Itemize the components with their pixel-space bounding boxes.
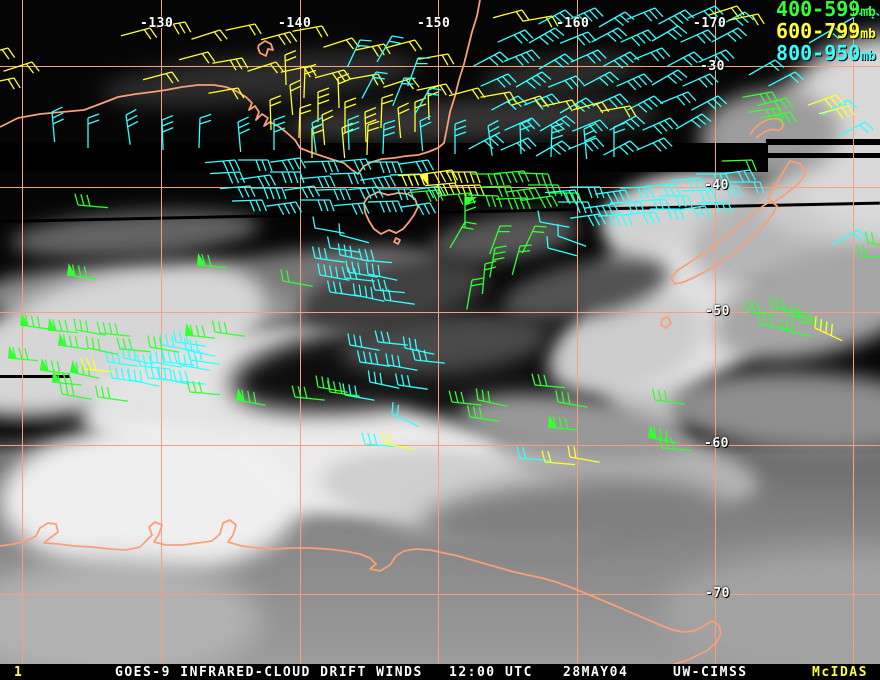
longitude-gridline (853, 0, 854, 664)
legend-row-mid: 600-799mb (776, 19, 876, 44)
coordinate-label: -40 (704, 178, 729, 193)
longitude-gridline (300, 0, 301, 664)
latitude-gridline (0, 312, 880, 313)
pressure-level-legend: 400-599mb 600-799mb 800-950mb (776, 0, 876, 66)
legend-unit: mb (860, 27, 876, 42)
coordinate-label: -30 (700, 59, 725, 74)
scan-gap-band (766, 139, 880, 145)
status-bar: 1 GOES-9 INFRARED-CLOUD DRIFT WINDS 12:0… (0, 664, 880, 680)
legend-row-low: 800-950mb (776, 41, 876, 66)
coordinate-label: -140 (278, 16, 312, 31)
scan-gap-line (0, 375, 70, 378)
frame-number: 1 (14, 665, 24, 680)
coordinate-label: -60 (704, 436, 729, 451)
longitude-gridline (438, 0, 439, 664)
legend-range: 400-599 (776, 0, 861, 21)
longitude-gridline (577, 0, 578, 664)
legend-unit: mb (860, 5, 876, 20)
scan-gap-band (766, 153, 880, 158)
coordinate-label: -150 (417, 16, 451, 31)
image-date: 28MAY04 (563, 665, 629, 680)
product-title: GOES-9 INFRARED-CLOUD DRIFT WINDS (115, 665, 423, 680)
latitude-gridline (0, 445, 880, 446)
coordinate-label: -130 (140, 16, 174, 31)
coordinate-label: -50 (705, 304, 730, 319)
coordinate-label: -170 (693, 16, 727, 31)
longitude-gridline (161, 0, 162, 664)
image-time: 12:00 UTC (449, 665, 533, 680)
longitude-gridline (715, 0, 716, 664)
mcidas-brand: McIDAS (812, 665, 868, 680)
data-source: UW-CIMSS (673, 665, 748, 680)
longitude-gridline (22, 0, 23, 664)
legend-unit: mb (860, 49, 876, 64)
legend-range: 600-799 (776, 19, 861, 43)
legend-range: 800-950 (776, 41, 861, 65)
coordinate-label: -160 (556, 16, 590, 31)
legend-row-high: 400-599mb (776, 0, 876, 22)
coordinate-label: -70 (705, 586, 730, 601)
